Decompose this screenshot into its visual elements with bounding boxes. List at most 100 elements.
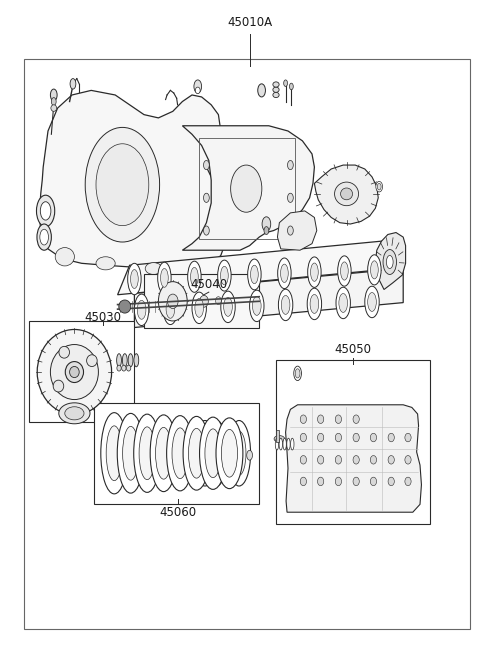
Ellipse shape (216, 421, 239, 486)
Ellipse shape (353, 415, 359, 424)
Polygon shape (182, 126, 314, 250)
Polygon shape (134, 269, 403, 328)
Ellipse shape (300, 477, 307, 486)
Ellipse shape (273, 87, 279, 92)
Ellipse shape (119, 300, 131, 313)
Ellipse shape (318, 477, 324, 486)
Ellipse shape (189, 428, 204, 478)
Ellipse shape (353, 477, 359, 486)
Ellipse shape (216, 297, 221, 305)
Ellipse shape (318, 434, 324, 441)
Ellipse shape (191, 267, 198, 286)
Ellipse shape (232, 431, 246, 476)
Bar (276, 360, 430, 524)
Ellipse shape (205, 421, 228, 486)
Ellipse shape (248, 259, 261, 290)
Ellipse shape (156, 427, 172, 479)
Ellipse shape (370, 477, 376, 486)
Ellipse shape (339, 293, 348, 312)
Ellipse shape (251, 265, 258, 284)
Polygon shape (314, 165, 378, 224)
Ellipse shape (371, 261, 378, 279)
Ellipse shape (289, 83, 293, 90)
Ellipse shape (122, 426, 139, 480)
Text: 45010A: 45010A (227, 16, 272, 29)
Ellipse shape (368, 255, 381, 285)
Ellipse shape (273, 82, 279, 87)
Ellipse shape (101, 413, 128, 494)
Ellipse shape (221, 431, 235, 476)
Ellipse shape (368, 293, 376, 311)
Ellipse shape (96, 144, 149, 225)
Ellipse shape (131, 270, 138, 288)
Ellipse shape (405, 477, 411, 486)
Ellipse shape (300, 434, 307, 441)
Ellipse shape (353, 456, 359, 464)
Ellipse shape (335, 434, 341, 441)
Ellipse shape (295, 369, 300, 378)
Ellipse shape (300, 415, 307, 424)
Ellipse shape (204, 226, 209, 235)
Ellipse shape (59, 403, 90, 424)
Text: 45050: 45050 (334, 343, 372, 356)
Ellipse shape (65, 362, 84, 383)
Ellipse shape (279, 438, 282, 450)
Ellipse shape (134, 414, 161, 493)
Ellipse shape (204, 193, 209, 202)
Ellipse shape (205, 429, 221, 477)
Ellipse shape (50, 345, 98, 400)
Ellipse shape (281, 295, 290, 314)
Ellipse shape (158, 282, 187, 321)
Ellipse shape (262, 217, 271, 231)
Ellipse shape (188, 261, 201, 292)
Text: 45060: 45060 (159, 506, 196, 519)
Ellipse shape (370, 434, 376, 441)
Bar (199, 138, 295, 239)
Ellipse shape (139, 427, 155, 479)
Polygon shape (39, 90, 226, 270)
Ellipse shape (383, 250, 396, 274)
Ellipse shape (308, 257, 321, 288)
Polygon shape (286, 405, 421, 512)
Ellipse shape (377, 183, 381, 190)
Ellipse shape (106, 426, 122, 481)
Ellipse shape (53, 380, 64, 392)
Ellipse shape (228, 421, 251, 486)
Ellipse shape (128, 263, 141, 295)
Ellipse shape (275, 438, 278, 450)
Ellipse shape (231, 165, 262, 212)
Ellipse shape (307, 288, 322, 320)
Ellipse shape (264, 227, 269, 234)
Bar (94, 403, 259, 504)
Ellipse shape (172, 428, 188, 479)
Ellipse shape (318, 456, 324, 464)
Ellipse shape (168, 294, 178, 309)
Ellipse shape (287, 438, 290, 450)
Ellipse shape (192, 292, 206, 324)
Ellipse shape (335, 415, 341, 424)
Ellipse shape (300, 456, 307, 464)
Ellipse shape (290, 438, 294, 450)
Bar (144, 274, 259, 328)
Ellipse shape (163, 293, 178, 325)
Ellipse shape (365, 286, 379, 318)
Ellipse shape (278, 290, 293, 321)
Ellipse shape (405, 456, 411, 464)
Ellipse shape (221, 291, 235, 323)
Bar (24, 59, 470, 629)
Ellipse shape (274, 436, 285, 442)
Ellipse shape (250, 290, 264, 322)
Ellipse shape (59, 346, 70, 358)
Ellipse shape (183, 417, 210, 490)
Ellipse shape (37, 329, 112, 415)
Ellipse shape (338, 256, 351, 286)
Ellipse shape (166, 299, 175, 318)
Ellipse shape (198, 431, 212, 476)
Ellipse shape (117, 354, 121, 367)
Ellipse shape (335, 182, 359, 206)
Ellipse shape (137, 301, 146, 319)
Ellipse shape (194, 80, 202, 93)
Ellipse shape (134, 294, 149, 326)
Ellipse shape (335, 477, 341, 486)
Polygon shape (375, 233, 406, 290)
